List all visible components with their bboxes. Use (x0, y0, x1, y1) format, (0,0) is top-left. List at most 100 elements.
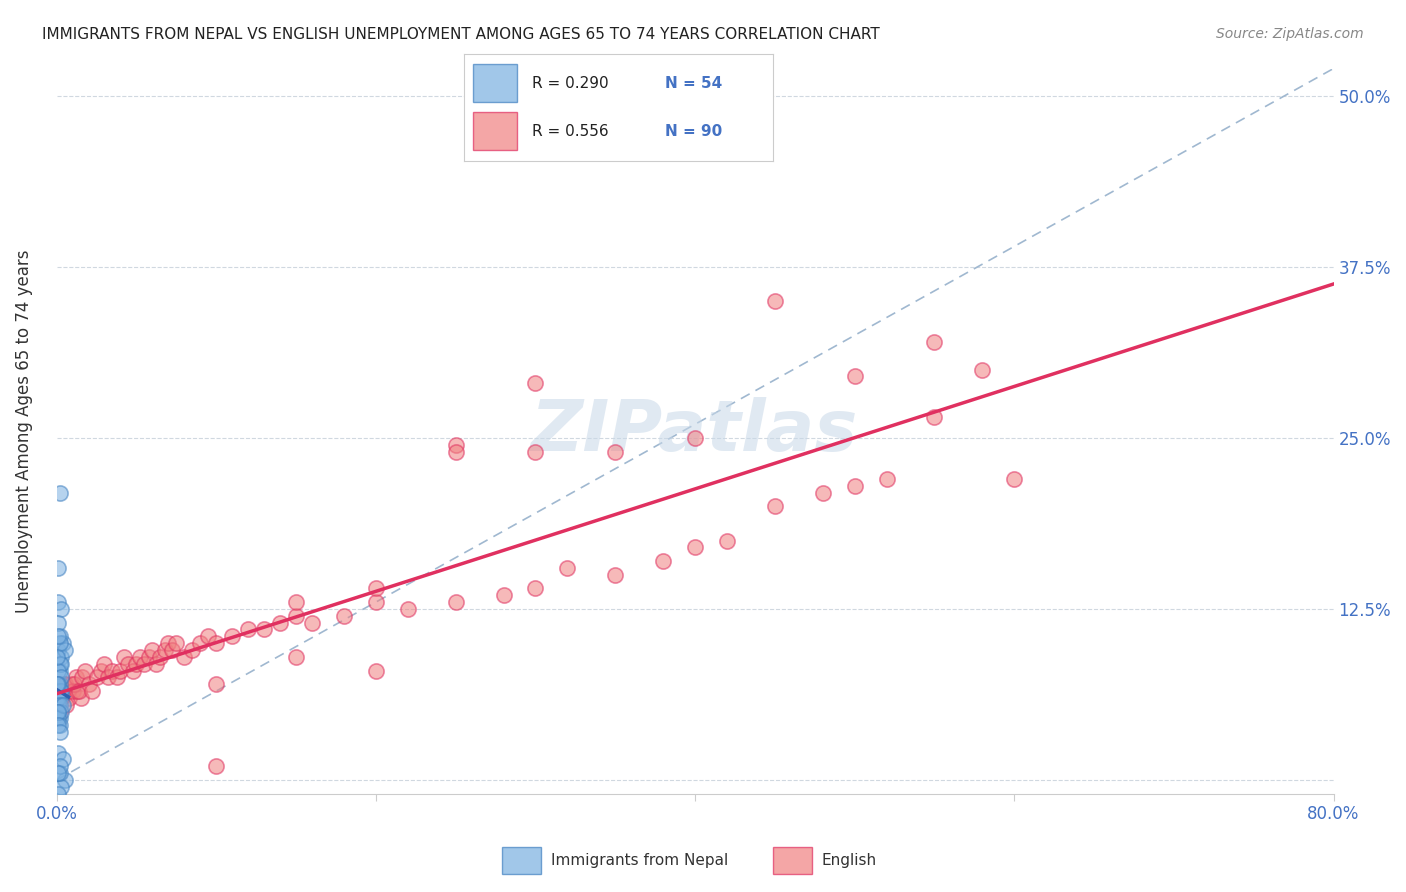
Point (605, 567, 627, 582)
Point (128, 649, 150, 664)
Point (811, 485, 834, 500)
Text: IMMIGRANTS FROM NEPAL VS ENGLISH UNEMPLOYMENT AMONG AGES 65 TO 74 YEARS CORRELAT: IMMIGRANTS FROM NEPAL VS ENGLISH UNEMPLO… (42, 27, 880, 42)
Point (46, 690, 69, 705)
Point (763, 500, 786, 514)
Point (134, 657, 156, 671)
Point (46, 766, 69, 780)
Point (46, 705, 69, 719)
Point (557, 561, 579, 575)
Point (46, 705, 69, 719)
Point (51, 705, 73, 719)
Point (51, 657, 73, 671)
Point (45, 649, 67, 664)
Point (46, 615, 69, 630)
Point (165, 636, 187, 650)
Point (46, 746, 69, 760)
Point (51, 602, 73, 616)
Point (49, 759, 72, 773)
Point (46, 677, 69, 691)
Point (52, 752, 75, 766)
Point (205, 677, 228, 691)
Point (49, 705, 72, 719)
FancyBboxPatch shape (502, 847, 541, 874)
Point (285, 595, 308, 609)
Point (51, 690, 73, 705)
Point (49, 629, 72, 643)
Point (652, 554, 675, 568)
Point (333, 608, 356, 623)
Point (844, 369, 866, 384)
Point (46, 561, 69, 575)
Point (492, 588, 515, 602)
Point (51, 649, 73, 664)
FancyBboxPatch shape (773, 847, 813, 874)
Point (45, 705, 67, 719)
Point (605, 444, 627, 458)
Point (49, 684, 72, 698)
Point (77, 677, 100, 691)
Point (90, 664, 112, 678)
Point (67, 684, 90, 698)
Point (46, 698, 69, 712)
Text: N = 54: N = 54 (665, 76, 723, 91)
Point (51, 688, 73, 702)
Point (683, 541, 706, 555)
Point (80, 684, 103, 698)
Text: Immigrants from Nepal: Immigrants from Nepal (551, 854, 728, 868)
Point (173, 649, 195, 664)
Point (117, 657, 139, 671)
Point (924, 335, 946, 350)
Point (188, 636, 211, 650)
Point (55, 698, 77, 712)
Point (62, 684, 84, 698)
Point (49, 677, 72, 691)
Point (122, 664, 145, 678)
Point (221, 629, 243, 643)
Point (876, 472, 898, 486)
Point (70, 670, 93, 684)
Point (285, 608, 308, 623)
Point (145, 657, 167, 671)
Point (52, 684, 75, 698)
Point (285, 649, 308, 664)
Point (364, 664, 387, 678)
Point (63, 677, 86, 691)
Point (53, 643, 76, 657)
Point (101, 664, 124, 678)
Point (49, 636, 72, 650)
Point (157, 636, 180, 650)
Point (924, 410, 946, 425)
Point (205, 636, 228, 650)
Point (49, 725, 72, 739)
Point (524, 376, 547, 391)
Point (153, 643, 176, 657)
Point (59, 677, 82, 691)
Point (51, 780, 73, 794)
Point (105, 670, 128, 684)
Point (86, 670, 108, 684)
Point (69, 690, 91, 705)
Point (45, 705, 67, 719)
Point (110, 664, 132, 678)
Point (66, 684, 89, 698)
Point (46, 698, 69, 712)
Point (444, 595, 467, 609)
Text: R = 0.290: R = 0.290 (531, 76, 609, 91)
Point (444, 438, 467, 452)
Point (49, 698, 72, 712)
Point (125, 657, 148, 671)
Point (49, 766, 72, 780)
Point (716, 533, 738, 548)
Point (49, 485, 72, 500)
Point (844, 479, 866, 493)
Point (56, 684, 79, 698)
Point (52, 698, 75, 712)
Point (149, 649, 172, 664)
Text: R = 0.556: R = 0.556 (531, 124, 609, 139)
Point (138, 649, 160, 664)
Point (364, 582, 387, 596)
Point (65, 670, 87, 684)
Point (972, 362, 994, 376)
FancyBboxPatch shape (474, 112, 516, 150)
Point (49, 684, 72, 698)
